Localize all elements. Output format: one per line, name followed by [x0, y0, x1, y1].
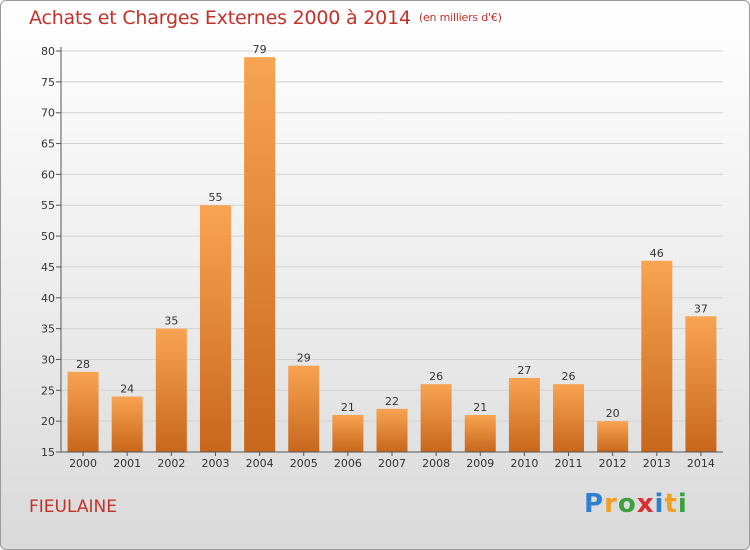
bar	[508, 377, 540, 452]
logo-letter: i	[654, 489, 665, 519]
logo-letter: P	[584, 489, 605, 519]
bar-value-label: 28	[76, 358, 90, 371]
proxiti-logo: Proxiti	[584, 489, 688, 519]
bar-value-label: 24	[120, 382, 134, 395]
logo-letter: r	[604, 489, 618, 519]
x-tick-label: 2013	[643, 457, 671, 470]
bar	[155, 328, 187, 452]
y-tick-label: 70	[41, 107, 55, 120]
bar-value-label: 37	[694, 302, 708, 315]
x-tick-label: 2001	[113, 457, 141, 470]
chart-title: Achats et Charges Externes 2000 à 2014 (e…	[29, 7, 502, 29]
bar-value-label: 26	[429, 370, 443, 383]
y-tick-label: 20	[41, 415, 55, 428]
bar-value-label: 20	[606, 407, 620, 420]
y-tick-label: 25	[41, 384, 55, 397]
y-tick-label: 55	[41, 199, 55, 212]
bar	[420, 384, 452, 452]
bar-value-label: 35	[164, 315, 178, 328]
bar-value-label: 55	[208, 191, 222, 204]
logo-letter: x	[636, 489, 655, 519]
bar-value-label: 21	[341, 401, 355, 414]
bar-value-label: 21	[473, 401, 487, 414]
y-tick-label: 65	[41, 138, 55, 151]
logo-letter: o	[617, 489, 637, 519]
bar	[244, 57, 276, 453]
bar	[597, 421, 629, 452]
bar-value-label: 22	[385, 395, 399, 408]
bar	[685, 316, 717, 452]
y-tick-label: 45	[41, 261, 55, 274]
x-tick-label: 2006	[334, 457, 362, 470]
x-tick-label: 2003	[201, 457, 229, 470]
bar-value-label: 29	[297, 352, 311, 365]
x-tick-label: 2000	[69, 457, 97, 470]
x-tick-label: 2009	[466, 457, 494, 470]
x-tick-label: 2002	[157, 457, 185, 470]
chart-subtitle: (en milliers d'€)	[418, 11, 502, 24]
bar	[464, 414, 496, 452]
y-tick-label: 80	[41, 45, 55, 58]
logo-letter: i	[677, 489, 688, 519]
y-tick-label: 40	[41, 292, 55, 305]
logo-letter: t	[664, 489, 678, 519]
bar	[332, 414, 364, 452]
y-tick-label: 15	[41, 446, 55, 459]
bar-value-label: 79	[253, 43, 267, 56]
bar	[553, 384, 585, 452]
x-tick-label: 2011	[555, 457, 583, 470]
commune-name: FIEULAINE	[29, 497, 117, 517]
x-tick-label: 2010	[510, 457, 538, 470]
bar	[641, 260, 673, 452]
x-tick-label: 2005	[290, 457, 318, 470]
x-tick-label: 2007	[378, 457, 406, 470]
bar	[111, 396, 143, 452]
bar-value-label: 46	[650, 247, 664, 260]
bar	[288, 365, 320, 452]
bar	[67, 371, 99, 452]
bar	[376, 408, 408, 452]
x-tick-label: 2014	[687, 457, 715, 470]
x-tick-label: 2008	[422, 457, 450, 470]
bar	[199, 205, 231, 452]
x-tick-label: 2004	[246, 457, 274, 470]
y-tick-label: 35	[41, 323, 55, 336]
x-tick-label: 2012	[599, 457, 627, 470]
bar-value-label: 26	[562, 370, 576, 383]
y-tick-label: 75	[41, 76, 55, 89]
y-tick-label: 30	[41, 353, 55, 366]
y-tick-label: 60	[41, 168, 55, 181]
y-tick-label: 50	[41, 230, 55, 243]
bar-value-label: 27	[517, 364, 531, 377]
